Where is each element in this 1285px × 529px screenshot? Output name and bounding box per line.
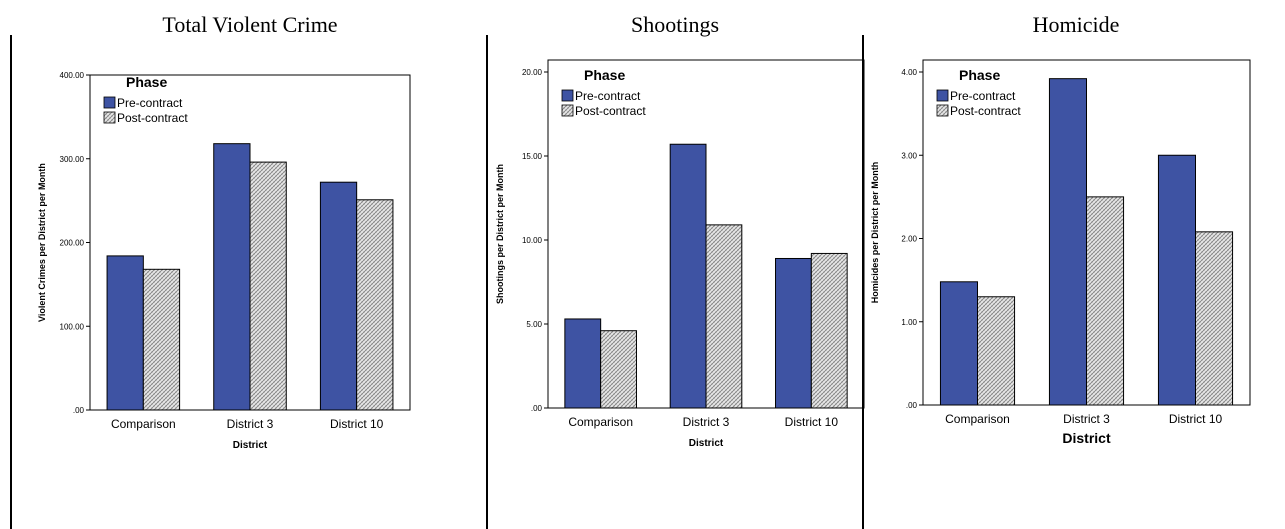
- y-axis-label: Violent Crimes per District per Month: [37, 163, 47, 322]
- bar-post-contract-comparison: [142, 268, 181, 411]
- chart-violent-crime: .00 100.00 200.00 300.00 400.00 Comparison Dis…: [37, 71, 411, 451]
- panel-title-shootings: Shootings: [630, 12, 720, 37]
- bar-pre-contract-district-3: [669, 143, 707, 409]
- legend-title: Phase: [959, 67, 1000, 83]
- x-axis-label: District: [1062, 430, 1111, 446]
- y-tick-label: 100.00: [60, 322, 85, 331]
- y-tick-label: 2.00: [901, 235, 917, 244]
- legend-title: Phase: [126, 74, 167, 90]
- bar-post-contract-district-10: [1195, 231, 1234, 406]
- y-axis-label: Homicides per District per Month: [870, 162, 880, 304]
- y-tick-label: 4.00: [901, 68, 917, 77]
- legend-swatch-pre-contract: [936, 89, 949, 102]
- bar-pre-contract-district-10: [319, 181, 358, 411]
- panel-divider-right: [862, 35, 864, 529]
- panel-divider-middle: [486, 35, 488, 529]
- legend-swatch-post-contract: [561, 104, 574, 117]
- bar-pre-contract-comparison: [564, 318, 602, 409]
- legend-label-post-contract: Post-contract: [575, 104, 646, 118]
- chart-shootings: .00 5.00 10.00 15.00 20.00 Comparison District…: [495, 59, 865, 449]
- legend-label-pre-contract: Pre-contract: [950, 89, 1016, 103]
- y-tick-label: 200.00: [60, 239, 85, 248]
- x-tick-label: Comparison: [568, 415, 633, 429]
- legend-label-pre-contract: Pre-contract: [117, 96, 183, 110]
- bar-pre-contract-comparison: [939, 281, 978, 406]
- legend-swatch-post-contract: [936, 104, 949, 117]
- y-tick-label: 20.00: [522, 68, 543, 77]
- panel-title-homicide: Homicide: [1032, 12, 1120, 37]
- x-tick-label: District 10: [785, 415, 839, 429]
- bar-pre-contract-district-10: [1157, 154, 1197, 406]
- x-tick-label: Comparison: [945, 412, 1010, 426]
- x-tick-label: Comparison: [111, 417, 176, 431]
- legend-swatch-pre-contract: [103, 96, 116, 109]
- legend-title: Phase: [584, 67, 625, 83]
- y-tick-label: .00: [906, 401, 918, 410]
- legend-swatch-post-contract: [103, 111, 116, 124]
- bar-pre-contract-district-10: [775, 257, 812, 409]
- y-axis-label: Shootings per District per Month: [495, 164, 505, 304]
- y-tick-label: 3.00: [901, 151, 917, 160]
- legend-label-pre-contract: Pre-contract: [575, 89, 641, 103]
- x-tick-label: District 10: [330, 417, 384, 431]
- bar-pre-contract-district-3: [213, 143, 251, 411]
- bar-post-contract-district-10: [356, 199, 394, 411]
- x-tick-label: District 3: [1063, 412, 1110, 426]
- y-tick-label: 400.00: [60, 71, 85, 80]
- x-tick-label: District 3: [683, 415, 730, 429]
- bar-post-contract-district-10: [810, 252, 848, 409]
- chart-homicide: .00 1.00 2.00 3.00 4.00 Comparison District 3 D…: [870, 59, 1251, 446]
- legend-label-post-contract: Post-contract: [950, 104, 1021, 118]
- legend-swatch-pre-contract: [561, 89, 574, 102]
- bar-post-contract-comparison: [977, 296, 1016, 406]
- x-axis-label: District: [689, 438, 724, 449]
- x-tick-label: District 10: [1169, 412, 1223, 426]
- legend-label-post-contract: Post-contract: [117, 111, 188, 125]
- y-tick-label: 10.00: [522, 236, 543, 245]
- bar-pre-contract-district-3: [1048, 78, 1088, 406]
- y-tick-label: 5.00: [526, 320, 542, 329]
- x-tick-label: District 3: [227, 417, 274, 431]
- panel-title-violent-crime: Total Violent Crime: [162, 12, 338, 37]
- y-tick-label: 1.00: [901, 318, 917, 327]
- bar-post-contract-district-3: [705, 224, 743, 409]
- bar-post-contract-district-3: [1086, 196, 1125, 406]
- y-tick-label: .00: [531, 404, 543, 413]
- bar-post-contract-district-3: [249, 161, 287, 411]
- y-tick-label: 300.00: [60, 155, 85, 164]
- bar-pre-contract-comparison: [106, 255, 144, 411]
- bar-post-contract-comparison: [600, 330, 637, 409]
- y-tick-label: 15.00: [522, 152, 543, 161]
- y-tick-label: .00: [73, 406, 85, 415]
- x-axis-label: District: [233, 440, 268, 451]
- panel-divider-left: [10, 35, 12, 529]
